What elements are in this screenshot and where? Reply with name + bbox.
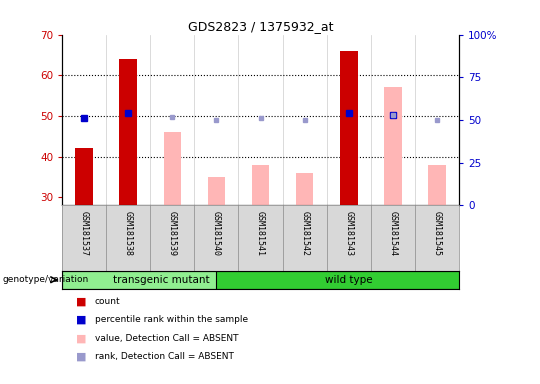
- Text: ■: ■: [76, 315, 86, 325]
- Bar: [76, 149, 93, 205]
- Bar: [62, 271, 261, 289]
- Bar: [164, 132, 181, 205]
- Bar: [252, 165, 269, 205]
- Bar: [384, 88, 402, 205]
- Text: ■: ■: [76, 352, 86, 362]
- Bar: [217, 271, 481, 289]
- Text: GSM181543: GSM181543: [345, 211, 353, 256]
- Text: GSM181541: GSM181541: [256, 211, 265, 256]
- Text: GSM181540: GSM181540: [212, 211, 221, 256]
- Text: genotype/variation: genotype/variation: [3, 275, 89, 284]
- Text: rank, Detection Call = ABSENT: rank, Detection Call = ABSENT: [94, 352, 233, 361]
- Text: GSM181538: GSM181538: [124, 211, 133, 256]
- Text: GSM181539: GSM181539: [168, 211, 177, 256]
- Text: value, Detection Call = ABSENT: value, Detection Call = ABSENT: [94, 334, 238, 343]
- Text: GSM181542: GSM181542: [300, 211, 309, 256]
- Text: ■: ■: [76, 333, 86, 343]
- Text: count: count: [94, 297, 120, 306]
- Bar: [428, 165, 446, 205]
- Text: GSM181537: GSM181537: [80, 211, 89, 256]
- Text: transgenic mutant: transgenic mutant: [113, 275, 210, 285]
- Bar: [340, 51, 357, 205]
- Text: ■: ■: [76, 296, 86, 306]
- Bar: [119, 59, 137, 205]
- Text: wild type: wild type: [325, 275, 373, 285]
- Text: GSM181545: GSM181545: [433, 211, 441, 256]
- Bar: [296, 173, 314, 205]
- Title: GDS2823 / 1375932_at: GDS2823 / 1375932_at: [188, 20, 333, 33]
- Text: percentile rank within the sample: percentile rank within the sample: [94, 315, 248, 324]
- Bar: [207, 177, 225, 205]
- Text: GSM181544: GSM181544: [388, 211, 397, 256]
